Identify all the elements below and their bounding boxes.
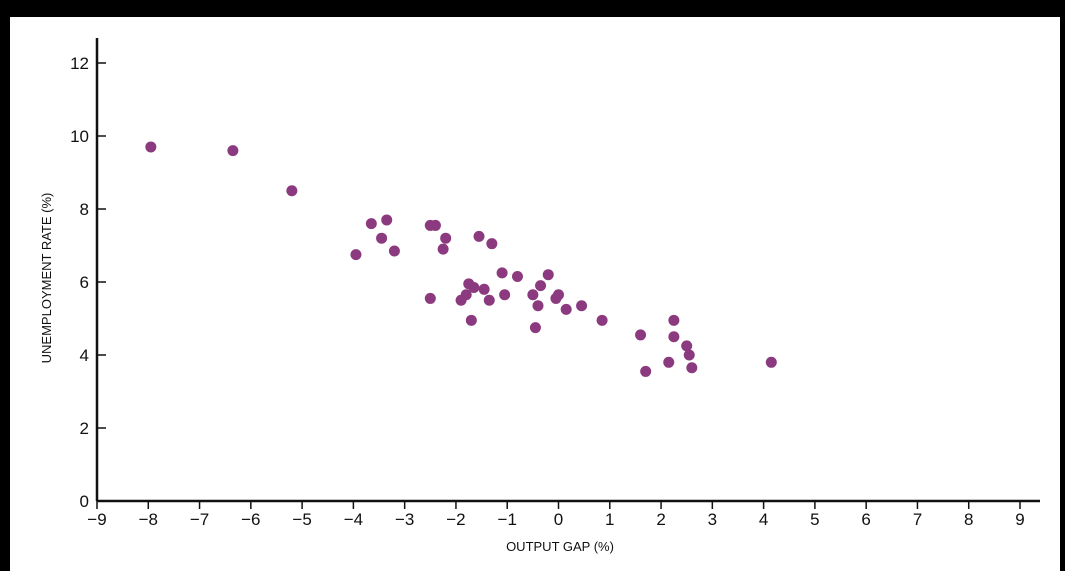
y-tick-label: 12 [70, 54, 89, 73]
data-point [440, 232, 452, 244]
axes [95, 38, 1040, 503]
x-tick-label: 2 [656, 510, 665, 529]
y-tick-label: 2 [80, 419, 89, 438]
data-point [596, 314, 608, 326]
x-axis-ticks: −9 −8 −7 −6 −5 −4 −3 −2 −1 0 1 2 3 4 5 6 7 8 9 [87, 501, 1025, 529]
y-tick-label: 8 [80, 200, 89, 219]
data-point [478, 283, 490, 295]
data-point [350, 249, 362, 261]
data-point [663, 356, 675, 368]
data-point [535, 280, 547, 292]
data-point [529, 322, 541, 334]
data-point [388, 245, 400, 257]
data-point [668, 331, 680, 343]
data-point [468, 281, 480, 293]
data-point [145, 141, 157, 153]
y-tick-label: 4 [80, 346, 89, 365]
data-point [668, 314, 680, 326]
x-tick-label: −8 [139, 510, 158, 529]
data-point [429, 219, 441, 231]
x-tick-label: −1 [498, 510, 517, 529]
data-point [365, 218, 377, 230]
x-tick-label: 9 [1015, 510, 1024, 529]
data-point [424, 292, 436, 304]
data-point [560, 303, 572, 315]
x-tick-label: 5 [810, 510, 819, 529]
y-axis-ticks: 0 2 4 6 8 10 12 [70, 54, 106, 511]
x-tick-label: −9 [87, 510, 106, 529]
data-point [635, 329, 647, 341]
data-point [286, 185, 298, 197]
x-tick-label: 7 [913, 510, 922, 529]
x-tick-label: 1 [605, 510, 614, 529]
x-tick-label: −7 [190, 510, 209, 529]
data-point [381, 214, 393, 226]
data-points [145, 141, 777, 377]
right-border [1060, 0, 1065, 571]
x-tick-label: −6 [241, 510, 260, 529]
data-point [527, 289, 539, 301]
x-axis-title: OUTPUT GAP (%) [506, 539, 614, 554]
x-tick-label: 4 [759, 510, 768, 529]
x-tick-label: 3 [708, 510, 717, 529]
data-point [765, 356, 777, 368]
x-tick-label: 8 [964, 510, 973, 529]
data-point [486, 238, 498, 250]
data-point [511, 271, 523, 283]
data-point [542, 269, 554, 281]
x-tick-label: −4 [344, 510, 363, 529]
data-point [532, 300, 544, 312]
top-border [0, 0, 1065, 17]
data-point [483, 294, 495, 306]
data-point [681, 340, 693, 352]
x-tick-label: −2 [446, 510, 465, 529]
data-point [437, 243, 449, 255]
x-tick-label: 0 [554, 510, 563, 529]
y-tick-label: 0 [80, 492, 89, 511]
data-point [499, 289, 511, 301]
data-point [455, 294, 467, 306]
x-tick-label: −5 [292, 510, 311, 529]
data-point [686, 362, 698, 374]
y-tick-label: 6 [80, 273, 89, 292]
data-point [496, 267, 508, 279]
data-point [376, 232, 388, 244]
data-point [683, 349, 695, 361]
data-point [640, 365, 652, 377]
data-point [465, 314, 477, 326]
x-tick-label: 6 [861, 510, 870, 529]
data-point [576, 300, 588, 312]
y-axis-title: UNEMPLOYMENT RATE (%) [39, 193, 54, 364]
y-tick-label: 10 [70, 127, 89, 146]
x-tick-label: −3 [395, 510, 414, 529]
data-point [473, 230, 485, 242]
data-point [553, 289, 564, 301]
left-border [0, 0, 10, 571]
data-point [227, 145, 239, 157]
